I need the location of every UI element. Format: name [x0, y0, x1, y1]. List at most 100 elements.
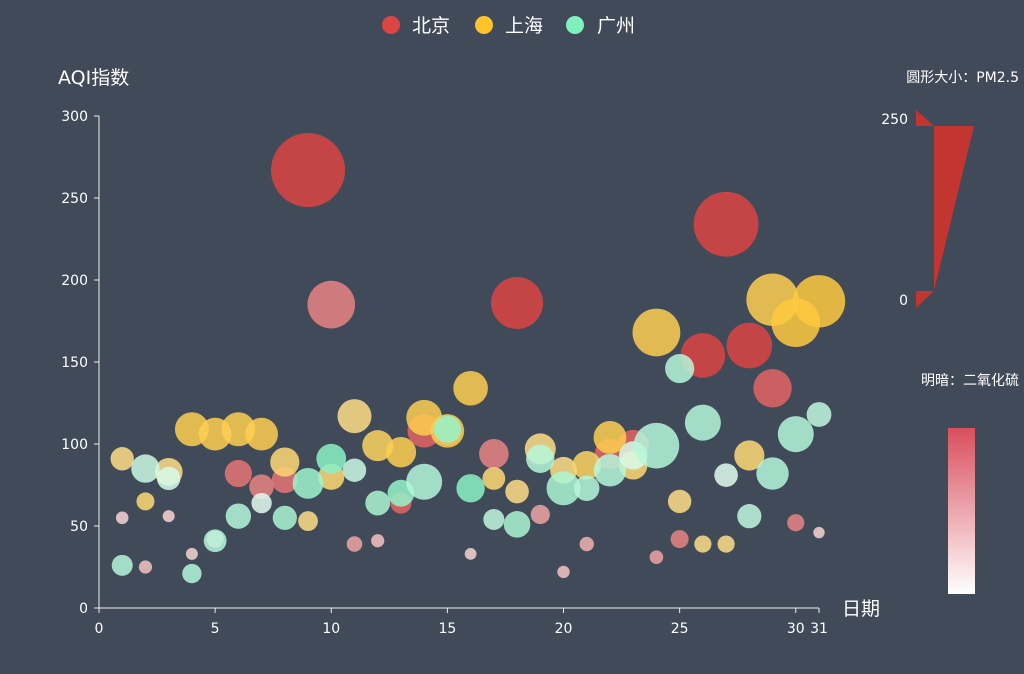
scatter-point[interactable]: [579, 536, 594, 552]
x-tick-label: 25: [671, 621, 689, 637]
scatter-point[interactable]: [574, 475, 600, 501]
legend-label-guangzhou[interactable]: 广州: [597, 15, 635, 37]
visual-map-size-title: 圆形大小：PM2.5: [906, 70, 1019, 86]
scatter-point[interactable]: [726, 322, 773, 369]
scatter-point[interactable]: [456, 474, 485, 503]
scatter-point[interactable]: [270, 447, 300, 477]
scatter-point[interactable]: [249, 474, 274, 499]
scatter-point[interactable]: [526, 444, 555, 473]
scatter-point[interactable]: [572, 451, 602, 480]
scatter-point[interactable]: [136, 492, 155, 511]
scatter-point[interactable]: [271, 133, 346, 208]
scatter-point[interactable]: [453, 370, 488, 406]
series-shanghai: [110, 273, 846, 553]
x-axis-title: 日期: [842, 598, 880, 620]
scatter-point[interactable]: [483, 508, 505, 530]
scatter-point[interactable]: [225, 503, 252, 529]
scatter-point[interactable]: [777, 416, 814, 453]
scatter-point[interactable]: [684, 404, 721, 441]
scatter-point[interactable]: [298, 511, 318, 531]
y-tick-label: 250: [61, 191, 88, 207]
scatter-point[interactable]: [737, 504, 762, 529]
scatter-point[interactable]: [224, 459, 252, 488]
scatter-point[interactable]: [138, 560, 153, 574]
y-tick-label: 150: [61, 355, 88, 371]
scatter-point[interactable]: [806, 402, 832, 427]
scatter-point[interactable]: [433, 415, 462, 443]
legend-dot-guangzhou[interactable]: [566, 16, 584, 34]
x-tick-label: 5: [211, 621, 220, 637]
x-tick-label: 15: [438, 621, 456, 637]
scatter-point[interactable]: [365, 490, 391, 516]
scatter-point[interactable]: [346, 536, 363, 552]
scatter-point[interactable]: [813, 526, 825, 539]
y-tick-label: 100: [61, 437, 88, 453]
visual-map-size-top-handle[interactable]: [916, 110, 934, 126]
scatter-point[interactable]: [182, 563, 202, 584]
scatter-point[interactable]: [787, 514, 805, 532]
scatter-point[interactable]: [272, 505, 297, 530]
scatter-point[interactable]: [714, 463, 738, 487]
scatter-point[interactable]: [593, 421, 627, 454]
y-tick-label: 300: [61, 109, 88, 125]
visual-map-brightness: 明暗：二氧化硫: [921, 373, 1019, 594]
scatter-point[interactable]: [633, 422, 680, 469]
scatter-point[interactable]: [546, 471, 581, 506]
series-guangzhou: [111, 353, 832, 584]
scatter-point[interactable]: [753, 369, 792, 408]
scatter-point[interactable]: [734, 440, 765, 471]
scatter-point[interactable]: [245, 417, 278, 451]
scatter-point[interactable]: [110, 447, 134, 471]
scatter-point[interactable]: [371, 534, 385, 548]
scatter-point[interactable]: [557, 565, 570, 579]
legend: 北京 上海 广州: [382, 15, 635, 37]
scatter-point[interactable]: [491, 276, 544, 329]
legend-dot-beijing[interactable]: [382, 16, 400, 34]
scatter-point[interactable]: [162, 510, 175, 523]
scatter-point[interactable]: [756, 457, 789, 490]
legend-label-shanghai[interactable]: 上海: [505, 15, 543, 37]
scatter-point[interactable]: [131, 454, 160, 483]
scatter-point[interactable]: [342, 458, 367, 482]
scatter-point[interactable]: [667, 489, 692, 514]
scatter-point[interactable]: [464, 547, 477, 560]
scatter-point[interactable]: [203, 529, 227, 553]
visual-map-size-bar[interactable]: [934, 126, 974, 291]
scatter-point[interactable]: [406, 463, 443, 500]
y-tick-label: 50: [70, 519, 88, 535]
scatter-point[interactable]: [156, 466, 181, 491]
scatter-point[interactable]: [251, 492, 272, 514]
scatter-point[interactable]: [337, 399, 372, 434]
legend-dot-shanghai[interactable]: [475, 16, 493, 34]
scatter-point[interactable]: [292, 467, 324, 499]
legend-label-beijing[interactable]: 北京: [412, 15, 450, 37]
scatter-point[interactable]: [694, 535, 712, 553]
scatter-point[interactable]: [505, 479, 529, 504]
visual-map-size-bottom-handle[interactable]: [916, 291, 934, 308]
scatter-point[interactable]: [593, 454, 627, 487]
scatter-point[interactable]: [385, 437, 417, 468]
x-tick-label: 30: [787, 621, 805, 637]
visual-map-brightness-bar[interactable]: [948, 428, 975, 594]
scatter-point[interactable]: [503, 511, 531, 538]
scatter-point[interactable]: [316, 443, 347, 474]
x-tick-label: 10: [322, 621, 340, 637]
scatter-point[interactable]: [307, 280, 356, 329]
scatter-point[interactable]: [185, 547, 198, 560]
scatter-point[interactable]: [111, 554, 133, 576]
scatter-point[interactable]: [670, 530, 689, 549]
scatter-point[interactable]: [792, 275, 846, 328]
scatter-point[interactable]: [649, 550, 664, 564]
x-tick-label: 31: [810, 621, 828, 637]
scatter-point[interactable]: [482, 467, 506, 490]
scatter-point[interactable]: [530, 504, 550, 525]
scatter-point[interactable]: [479, 439, 509, 469]
visual-map-size: 圆形大小：PM2.5 250 0: [881, 70, 1019, 309]
scatter-point[interactable]: [362, 430, 394, 462]
scatter-point[interactable]: [717, 535, 735, 553]
scatter-point[interactable]: [693, 191, 759, 257]
scatter-point[interactable]: [632, 308, 681, 357]
scatter-point[interactable]: [665, 353, 695, 384]
scatter-point[interactable]: [115, 511, 129, 525]
